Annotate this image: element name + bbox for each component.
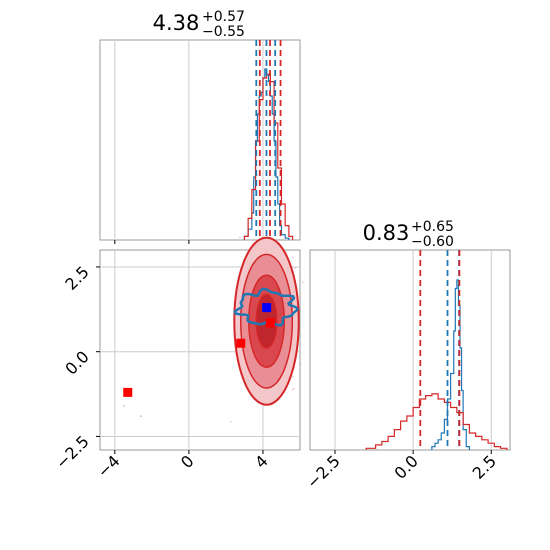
top-hist-red-line xyxy=(243,73,294,240)
panel-joint: −4 0 4 2.5 0.0 −2.5 xyxy=(52,224,324,482)
panel-right-hist: −2.5 0.0 2.5 0.83 +0.65 −0.60 xyxy=(303,219,511,492)
top-hist-title: 4.38 xyxy=(153,11,200,35)
panel-right-hist-frame xyxy=(309,249,511,451)
right-xtick-label: 2.5 xyxy=(469,451,500,482)
top-hist-xticks xyxy=(114,240,264,244)
top-hist-title-value: 4.38 xyxy=(153,11,200,35)
joint-scatter-point xyxy=(292,387,295,390)
right-hist-blue-line xyxy=(431,279,470,450)
right-hist-series xyxy=(365,279,508,450)
joint-square-marker xyxy=(265,318,275,328)
joint-ytick-label: −2.5 xyxy=(52,432,93,473)
joint-xtick-label: −4 xyxy=(94,451,124,481)
panel-top-hist: 4.38 +0.57 −0.55 xyxy=(99,9,301,244)
right-xtick-label: 0.0 xyxy=(391,451,422,482)
right-xtick-label: −2.5 xyxy=(303,451,344,492)
joint-scatter-point xyxy=(238,236,241,239)
joint-square-marker xyxy=(236,338,246,348)
right-hist-title-lower: −0.60 xyxy=(411,234,454,250)
joint-scatter-point xyxy=(291,256,294,259)
joint-blue-contour-line xyxy=(233,287,299,327)
right-hist-quantile-lines xyxy=(419,250,461,450)
joint-markers xyxy=(123,303,275,397)
right-hist-xticks: −2.5 0.0 2.5 xyxy=(303,450,500,492)
top-hist-title-lower: −0.55 xyxy=(202,24,245,40)
right-hist-red-line xyxy=(365,393,508,450)
joint-xticks: −4 0 4 xyxy=(94,450,272,482)
joint-xtick-label: 4 xyxy=(251,451,272,472)
joint-ytick-label: 2.5 xyxy=(61,262,92,293)
joint-yticks: 2.5 0.0 −2.5 xyxy=(52,262,100,473)
joint-scatter-point xyxy=(294,267,297,270)
joint-xtick-label: 0 xyxy=(177,451,198,472)
top-hist-title-upper: +0.57 xyxy=(202,9,245,25)
joint-ytick-label: 0.0 xyxy=(61,347,92,378)
joint-outlier-point xyxy=(139,415,142,418)
joint-scatter-point xyxy=(230,420,232,423)
right-hist-title-value: 0.83 xyxy=(363,221,410,245)
joint-square-marker xyxy=(123,387,133,397)
joint-scatter-point xyxy=(291,375,294,378)
top-hist-quantile-lines xyxy=(255,40,282,240)
right-hist-title-upper: +0.65 xyxy=(411,219,454,235)
top-hist-grid xyxy=(114,40,264,240)
joint-square-marker xyxy=(262,303,272,313)
joint-blue-contour xyxy=(233,287,299,327)
joint-scatter-point xyxy=(299,363,302,366)
joint-scatter-point xyxy=(260,224,263,227)
right-hist-grid xyxy=(334,250,492,450)
joint-scatter-point xyxy=(301,281,304,284)
joint-outlier-point xyxy=(123,405,125,407)
